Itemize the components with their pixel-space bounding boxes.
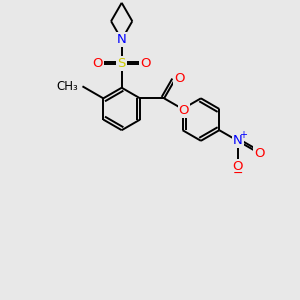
Text: CH₃: CH₃ <box>56 80 78 93</box>
Text: −: − <box>232 167 243 180</box>
Text: O: O <box>179 104 189 117</box>
Text: O: O <box>232 160 243 173</box>
Text: N: N <box>233 134 243 147</box>
Text: O: O <box>92 57 103 70</box>
Text: +: + <box>239 130 247 140</box>
Text: O: O <box>174 72 184 85</box>
Text: S: S <box>118 57 126 70</box>
Text: N: N <box>117 33 127 46</box>
Text: O: O <box>254 147 265 160</box>
Text: O: O <box>140 57 151 70</box>
